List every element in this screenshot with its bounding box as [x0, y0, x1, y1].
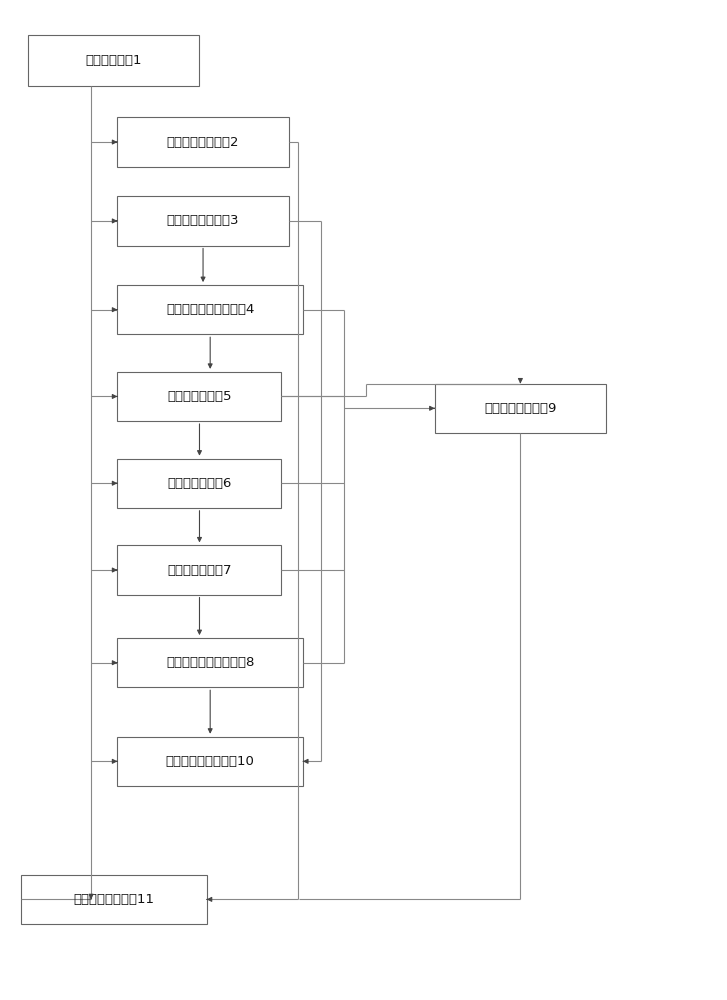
- Bar: [21, 875, 206, 924]
- Text: 实时温度计算模块3: 实时温度计算模块3: [166, 214, 239, 227]
- Text: 熔池深度计算模块2: 熔池深度计算模块2: [166, 136, 239, 149]
- Bar: [118, 737, 303, 786]
- Bar: [118, 285, 303, 334]
- Text: 硫的活度系数计算模块4: 硫的活度系数计算模块4: [166, 303, 254, 316]
- Bar: [435, 384, 606, 433]
- Text: 氧活度计算模块7: 氧活度计算模块7: [167, 564, 232, 577]
- Bar: [118, 545, 281, 595]
- Bar: [118, 196, 289, 246]
- Text: 顶渣量计算模块5: 顶渣量计算模块5: [167, 390, 232, 403]
- Text: 精炼渣量计算模块11: 精炼渣量计算模块11: [73, 893, 154, 906]
- Text: 硫分配比计算模块9: 硫分配比计算模块9: [484, 402, 557, 415]
- Text: 表观传质系数计算模块8: 表观传质系数计算模块8: [166, 656, 254, 669]
- Bar: [28, 35, 199, 86]
- Bar: [118, 117, 289, 167]
- Bar: [118, 638, 303, 687]
- Text: 硫容量计算模块6: 硫容量计算模块6: [167, 477, 232, 490]
- Bar: [118, 459, 281, 508]
- Text: 信息获取模块1: 信息获取模块1: [86, 54, 142, 67]
- Bar: [118, 372, 281, 421]
- Text: 实时硫含量计算模块10: 实时硫含量计算模块10: [166, 755, 254, 768]
